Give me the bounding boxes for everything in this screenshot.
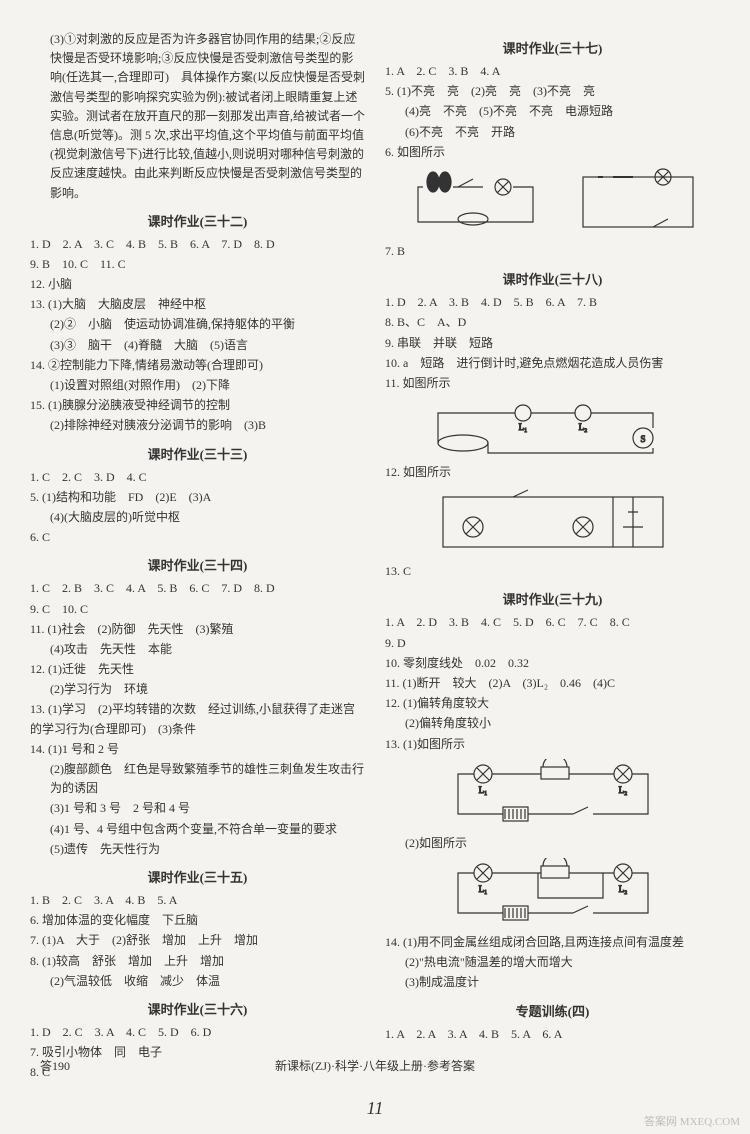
circuit-diagram-38a: L₁ L₂ S bbox=[423, 398, 683, 458]
section-33-title: 课时作业(三十三) bbox=[30, 444, 365, 463]
answer-line: 14. (1)用不同金属丝组成闭合回路,且两连接点间有温度差 bbox=[385, 933, 720, 952]
answer-line: (4)亮 不亮 (5)不亮 不亮 电源短路 bbox=[385, 102, 720, 121]
section-special-title: 专题训练(四) bbox=[385, 1001, 720, 1020]
answer-line: 14. (1)1 号和 2 号 bbox=[30, 740, 365, 759]
answer-line: (2)气温较低 收缩 减少 体温 bbox=[30, 972, 365, 991]
answer-line: 15. (1)胰腺分泌胰液受神经调节的控制 bbox=[30, 396, 365, 415]
answer-line: 1. C 2. B 3. C 4. A 5. B 6. C 7. D 8. D bbox=[30, 579, 365, 598]
circuit-diagram-37 bbox=[403, 167, 703, 237]
answer-line: 13. (1)如图所示 bbox=[385, 735, 720, 754]
answer-line: 11. 如图所示 bbox=[385, 374, 720, 393]
answer-line: 6. C bbox=[30, 528, 365, 547]
answer-line: (3)③ 脑干 (4)脊髓 大脑 (5)语言 bbox=[30, 336, 365, 355]
answer-line: 6. 增加体温的变化幅度 下丘脑 bbox=[30, 911, 365, 930]
svg-text:L₂: L₂ bbox=[618, 785, 627, 795]
answer-line: 1. D 2. A 3. B 4. D 5. B 6. A 7. B bbox=[385, 293, 720, 312]
answer-line: 8. B、C A、D bbox=[385, 313, 720, 332]
answer-line: 1. C 2. C 3. D 4. C bbox=[30, 468, 365, 487]
section-37-title: 课时作业(三十七) bbox=[385, 38, 720, 57]
answer-line: 12. 小脑 bbox=[30, 275, 365, 294]
answer-line: (2)腹部颜色 红色是导致繁殖季节的雄性三刺鱼发生攻击行为的诱因 bbox=[30, 760, 365, 798]
page-number: 11 bbox=[0, 1098, 750, 1119]
circuit-diagram-39a: L₁ L₂ bbox=[443, 759, 663, 829]
svg-text:L₂: L₂ bbox=[578, 422, 587, 432]
answer-line: (3)制成温度计 bbox=[385, 973, 720, 992]
svg-text:L₂: L₂ bbox=[618, 884, 627, 894]
answer-line: (2)如图所示 bbox=[385, 834, 720, 853]
section-38-title: 课时作业(三十八) bbox=[385, 269, 720, 288]
answer-line: 7. (1)A 大于 (2)舒张 增加 上升 增加 bbox=[30, 931, 365, 950]
svg-text:L₁: L₁ bbox=[478, 785, 487, 795]
answer-line: (3)1 号和 3 号 2 号和 4 号 bbox=[30, 799, 365, 818]
section-35-title: 课时作业(三十五) bbox=[30, 867, 365, 886]
answer-line: (6)不亮 不亮 开路 bbox=[385, 123, 720, 142]
answer-line: (4)1 号、4 号组中包含两个变量,不符合单一变量的要求 bbox=[30, 820, 365, 839]
answer-line: 1. D 2. A 3. C 4. B 5. B 6. A 7. D 8. D bbox=[30, 235, 365, 254]
section-39-title: 课时作业(三十九) bbox=[385, 589, 720, 608]
answer-line: 10. 零刻度线处 0.02 0.32 bbox=[385, 654, 720, 673]
answer-line: 1. A 2. C 3. B 4. A bbox=[385, 62, 720, 81]
circuit-diagram-39b: L₁ L₂ bbox=[443, 858, 663, 928]
watermark: 答案网 MXEQ.COM bbox=[644, 1113, 740, 1129]
answer-line: (2)学习行为 环境 bbox=[30, 680, 365, 699]
answer-line: (4)攻击 先天性 本能 bbox=[30, 640, 365, 659]
svg-text:L₁: L₁ bbox=[518, 422, 527, 432]
answer-line: 7. B bbox=[385, 242, 720, 261]
right-column: 课时作业(三十七) 1. A 2. C 3. B 4. A 5. (1)不亮 亮… bbox=[385, 30, 720, 1083]
circuit-diagram-38b bbox=[433, 487, 673, 557]
answer-line: 11. (1)社会 (2)防御 先天性 (3)繁殖 bbox=[30, 620, 365, 639]
intro-paragraph: (3)①对刺激的反应是否为许多器官协同作用的结果;②反应快慢是否受环境影响;③反… bbox=[30, 30, 365, 203]
svg-text:L₁: L₁ bbox=[478, 884, 487, 894]
answer-line: 8. (1)较高 舒张 增加 上升 增加 bbox=[30, 952, 365, 971]
section-36-title: 课时作业(三十六) bbox=[30, 999, 365, 1018]
answer-line: 12. 如图所示 bbox=[385, 463, 720, 482]
footer-book-title: 新课标(ZJ)·科学·八年级上册·参考答案 bbox=[0, 1057, 750, 1074]
answer-line: 1. B 2. C 3. A 4. B 5. A bbox=[30, 891, 365, 910]
answer-line: (5)遗传 先天性行为 bbox=[30, 840, 365, 859]
answer-line: 11. (1)断开 较大 (2)A (3)L₂ 0.46 (4)C bbox=[385, 674, 720, 693]
answer-line: 9. 串联 并联 短路 bbox=[385, 334, 720, 353]
answer-line: 10. a 短路 进行倒计时,避免点燃烟花造成人员伤害 bbox=[385, 354, 720, 373]
answer-line: 6. 如图所示 bbox=[385, 143, 720, 162]
answer-line: 12. (1)迁徙 先天性 bbox=[30, 660, 365, 679]
answer-line: 13. (1)大脑 大脑皮层 神经中枢 bbox=[30, 295, 365, 314]
answer-line: 12. (1)偏转角度较大 bbox=[385, 694, 720, 713]
answer-line: 5. (1)结构和功能 FD (2)E (3)A bbox=[30, 488, 365, 507]
answer-line: 1. A 2. A 3. A 4. B 5. A 6. A bbox=[385, 1025, 720, 1044]
answer-line: 1. A 2. D 3. B 4. C 5. D 6. C 7. C 8. C bbox=[385, 613, 720, 632]
left-column: (3)①对刺激的反应是否为许多器官协同作用的结果;②反应快慢是否受环境影响;③反… bbox=[30, 30, 365, 1083]
answer-line: 13. (1)学习 (2)平均转错的次数 经过训练,小鼠获得了走迷宫的学习行为(… bbox=[30, 700, 365, 738]
answer-line: 13. C bbox=[385, 562, 720, 581]
answer-line: 1. D 2. C 3. A 4. C 5. D 6. D bbox=[30, 1023, 365, 1042]
answer-line: (2)偏转角度较小 bbox=[385, 714, 720, 733]
answer-line: 9. C 10. C bbox=[30, 600, 365, 619]
answer-line: (1)设置对照组(对照作用) (2)下降 bbox=[30, 376, 365, 395]
answer-line: (2)排除神经对胰液分泌调节的影响 (3)B bbox=[30, 416, 365, 435]
section-34-title: 课时作业(三十四) bbox=[30, 555, 365, 574]
answer-line: 5. (1)不亮 亮 (2)亮 亮 (3)不亮 亮 bbox=[385, 82, 720, 101]
answer-line: 14. ②控制能力下降,情绪易激动等(合理即可) bbox=[30, 356, 365, 375]
answer-line: 9. B 10. C 11. C bbox=[30, 255, 365, 274]
answer-line: (4)(大脑皮层的)听觉中枢 bbox=[30, 508, 365, 527]
section-32-title: 课时作业(三十二) bbox=[30, 211, 365, 230]
answer-line: (2)"热电流"随温差的增大而增大 bbox=[385, 953, 720, 972]
answer-line: 9. D bbox=[385, 634, 720, 653]
svg-text:S: S bbox=[640, 434, 645, 444]
answer-line: (2)② 小脑 使运动协调准确,保持躯体的平衡 bbox=[30, 315, 365, 334]
